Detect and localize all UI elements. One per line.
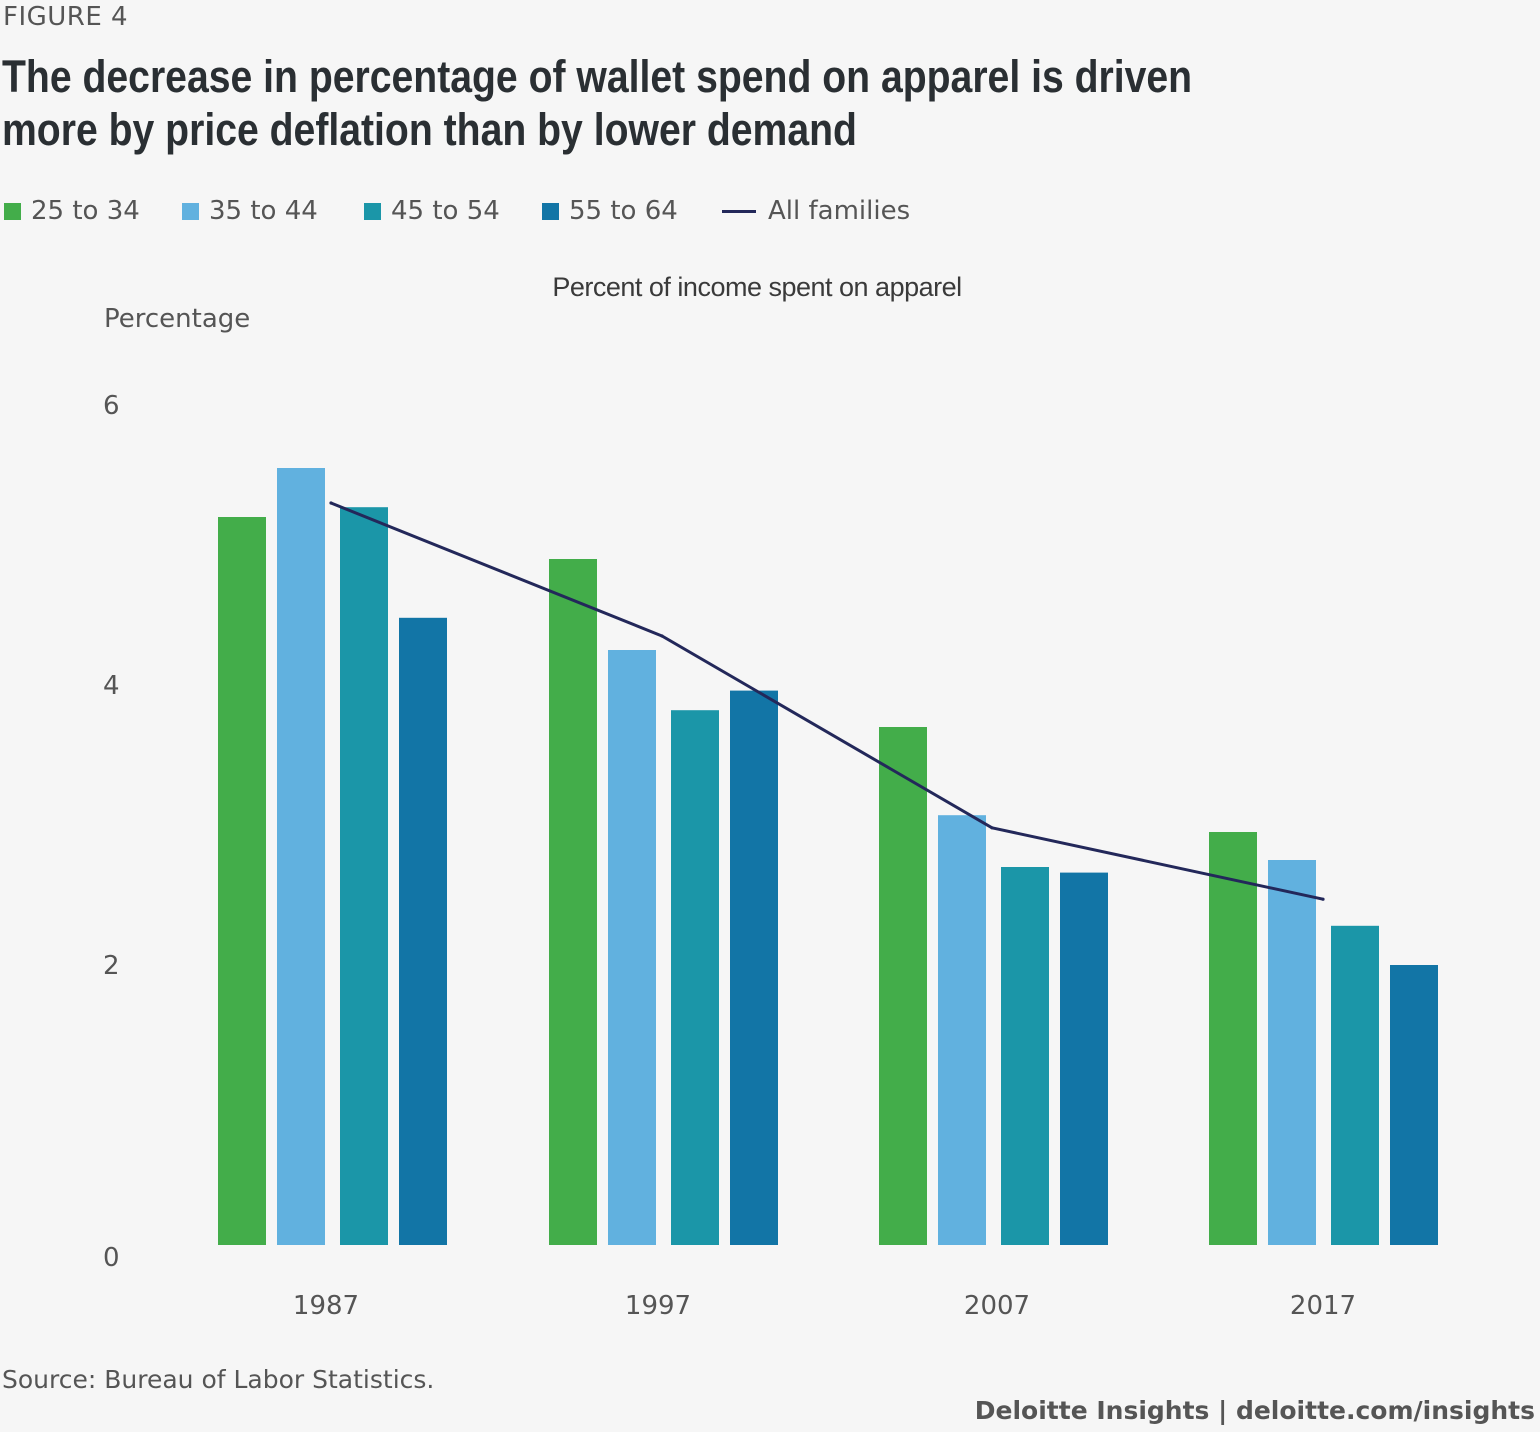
source-note: Source: Bureau of Labor Statistics. [2, 1365, 435, 1394]
bar-35-to-44-1997 [608, 650, 656, 1245]
legend-swatch [182, 202, 199, 220]
legend-label: 35 to 44 [209, 196, 318, 226]
figure-label: FIGURE 4 [3, 2, 129, 32]
bar-55-to-64-2017 [1390, 965, 1438, 1245]
legend-line-swatch [722, 209, 756, 213]
y-tick-label: 4 [103, 671, 120, 701]
chart-subtitle: Percent of income spent on apparel [552, 272, 961, 302]
legend-item-all-families: All families [722, 193, 910, 229]
bar-25-to-34-1987 [218, 517, 266, 1245]
bar-55-to-64-1987 [399, 617, 447, 1245]
legend-item-35-to-44: 35 to 44 [182, 193, 318, 229]
line-point-all-families-2017 [1321, 897, 1325, 901]
line-point-all-families-1987 [329, 501, 333, 505]
line-all-families [330, 501, 1324, 901]
y-tick-label: 2 [103, 951, 120, 981]
bar-35-to-44-2007 [938, 815, 986, 1245]
legend-label: All families [768, 196, 911, 226]
line-point-all-families-1997 [660, 634, 664, 638]
bar-55-to-64-2007 [1060, 872, 1108, 1245]
legend-label: 45 to 54 [391, 196, 500, 226]
bar-35-to-44-2017 [1268, 860, 1316, 1245]
x-tick-label: 2007 [964, 1291, 1030, 1321]
y-tick-label: 6 [103, 391, 120, 421]
chart-title: The decrease in percentage of wallet spe… [2, 51, 1193, 155]
footer-credit: Deloitte Insights | deloitte.com/insight… [974, 1396, 1535, 1425]
bar-55-to-64-1997 [730, 690, 778, 1245]
bar-25-to-34-2017 [1209, 832, 1257, 1245]
x-tick-label: 2017 [1290, 1291, 1356, 1321]
legend-item-45-to-54: 45 to 54 [364, 193, 500, 229]
legend-swatch [364, 202, 381, 220]
bar-25-to-34-2007 [879, 727, 927, 1245]
x-tick-label: 1997 [625, 1291, 691, 1321]
bar-45-to-54-1997 [671, 710, 719, 1245]
legend-swatch [542, 202, 559, 220]
bar-45-to-54-2007 [1001, 867, 1049, 1245]
bar-45-to-54-2017 [1331, 925, 1379, 1245]
legend-label: 25 to 34 [31, 196, 140, 226]
bar-35-to-44-1987 [277, 468, 325, 1245]
bar-25-to-34-1997 [549, 559, 597, 1245]
y-axis-label: Percentage [104, 304, 250, 334]
legend-item-25-to-34: 25 to 34 [4, 193, 140, 229]
legend-label: 55 to 64 [569, 196, 678, 226]
bar-45-to-54-1987 [340, 507, 388, 1245]
legend-item-55-to-64: 55 to 64 [542, 193, 678, 229]
line-point-all-families-2007 [990, 826, 994, 830]
legend-swatch [4, 202, 21, 220]
y-tick-label: 0 [103, 1243, 120, 1273]
x-tick-label: 1987 [293, 1291, 359, 1321]
